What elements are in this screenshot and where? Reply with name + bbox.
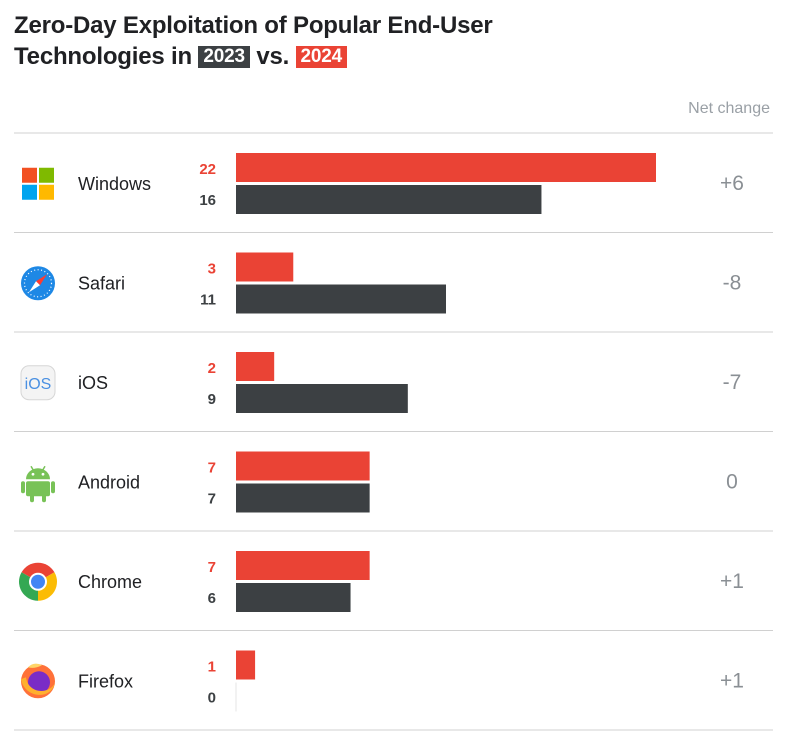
value-label-2024: 7 [208, 460, 216, 477]
chart-title: Zero-Day Exploitation of Popular End-Use… [14, 10, 714, 72]
category-label: Safari [78, 273, 125, 293]
android-arm-right [51, 481, 55, 494]
safari-icon [21, 266, 55, 301]
bar-2024 [236, 650, 256, 680]
android-antenna-left [30, 465, 35, 472]
value-label-2024: 7 [208, 559, 216, 576]
android-head [26, 468, 50, 480]
bar-2024 [236, 451, 370, 481]
ios-logo-tile [20, 365, 56, 401]
safari-needle-red [36, 274, 47, 286]
value-label-2023: 6 [208, 590, 216, 607]
chart-title-connector: vs. [256, 43, 290, 70]
value-label-2024: 3 [208, 261, 216, 278]
category-row-android: Android 7 7 0 [14, 451, 773, 532]
value-label-2023: 7 [208, 491, 216, 508]
android-leg-left [30, 494, 34, 503]
chart-title-line2: Technologies in 2023 vs. 2024 [14, 41, 714, 72]
net-change-value: +1 [720, 570, 744, 593]
net-change-value: -8 [723, 271, 742, 294]
bar-2024 [236, 551, 370, 580]
ios-logo-text: iOS [25, 376, 52, 393]
bar-2023 [236, 185, 542, 214]
category-row-firefox: Firefox 1 0 +1 [14, 650, 773, 731]
chart-title-line1: Zero-Day Exploitation of Popular End-Use… [14, 12, 493, 39]
windows-logo-yellow [39, 184, 54, 200]
windows-logo-blue [22, 184, 37, 200]
value-label-2023: 9 [208, 391, 216, 408]
net-change-value: -7 [723, 371, 742, 394]
android-body [26, 481, 50, 497]
category-row-windows: Windows 22 16 +6 [14, 153, 773, 233]
legend-2023-tag: 2023 [198, 46, 250, 68]
android-leg-right [42, 494, 46, 503]
category-label: Chrome [78, 572, 142, 592]
value-label-2024: 1 [208, 659, 216, 676]
category-label: Android [78, 472, 140, 492]
value-label-2023: 16 [199, 192, 216, 209]
category-label: iOS [78, 373, 108, 393]
chart-title-prefix: Technologies in [14, 43, 192, 70]
category-row-safari: Safari 3 11 -8 [14, 252, 773, 333]
firefox-logo-tail [21, 677, 55, 695]
bar-2024 [236, 252, 294, 282]
net-change-value: +6 [720, 172, 744, 195]
bar-2023 [236, 583, 351, 612]
safari-needle-white [29, 281, 40, 293]
safari-logo-ticks [23, 269, 53, 298]
ios-icon: iOS [20, 365, 56, 401]
android-arm-left [21, 481, 25, 494]
net-change-value: 0 [726, 470, 738, 493]
value-label-2023: 0 [208, 690, 216, 707]
bar-2023 [236, 284, 446, 314]
value-label-2024: 22 [199, 161, 216, 178]
bar-2024 [236, 153, 656, 182]
android-icon [21, 465, 55, 503]
android-eye-right [41, 472, 45, 476]
category-label: Firefox [78, 671, 133, 691]
bar-2023 [236, 483, 370, 513]
net-change-header: Net change [688, 100, 770, 117]
net-change-value: +1 [720, 669, 744, 692]
firefox-logo-globe [28, 671, 50, 694]
category-row-ios: iOS iOS 2 9 -7 [14, 352, 773, 432]
chrome-icon [18, 562, 57, 601]
category-row-chrome: Chrome 7 6 +1 [14, 551, 773, 631]
chrome-logo-center [31, 574, 45, 589]
bar-2023 [236, 384, 408, 413]
category-label: Windows [78, 174, 151, 194]
firefox-icon [21, 663, 55, 699]
bar-2024 [236, 352, 275, 381]
windows-logo-red [22, 167, 37, 183]
legend-2024-tag: 2024 [295, 46, 348, 68]
android-eye-left [31, 472, 35, 476]
android-antenna-right [41, 465, 46, 472]
value-label-2024: 2 [208, 360, 216, 377]
value-label-2023: 11 [200, 292, 216, 309]
windows-icon [22, 167, 54, 200]
windows-logo-green [39, 167, 54, 183]
firefox-logo-ear [28, 663, 42, 668]
